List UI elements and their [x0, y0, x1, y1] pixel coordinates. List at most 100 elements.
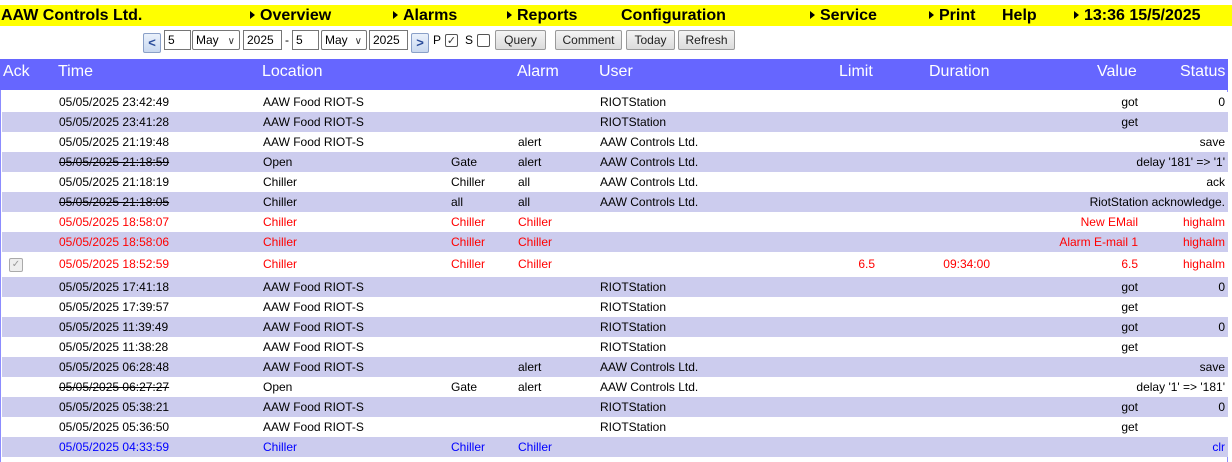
to-day-input[interactable]: 5 — [292, 30, 319, 50]
col-value[interactable]: Value — [1097, 63, 1137, 80]
arrow-right-icon — [929, 11, 934, 19]
table-row[interactable]: 05/05/2025 05:38:21 AAW Food RIOT-S RIOT… — [2, 397, 1228, 417]
cell-status: RiotStation acknowledge. — [1089, 195, 1225, 209]
cell-type: Chiller — [451, 215, 486, 229]
table-row[interactable]: 05/05/2025 17:41:18 AAW Food RIOT-S RIOT… — [2, 277, 1228, 297]
table-row[interactable]: 05/05/2025 11:38:28 AAW Food RIOT-S RIOT… — [2, 337, 1228, 357]
cell-value: 6.5 — [1121, 257, 1138, 271]
menu-overview-label: Overview — [260, 7, 332, 24]
table-row[interactable]: 05/05/2025 04:33:59 Chiller Chiller Chil… — [2, 437, 1228, 457]
table-row[interactable]: 05/05/2025 06:28:48 AAW Food RIOT-S aler… — [2, 357, 1228, 377]
p-checkbox[interactable]: ✓ — [445, 34, 458, 47]
to-month-select[interactable]: May ∨ — [321, 30, 367, 50]
next-day-button[interactable]: > — [411, 33, 429, 53]
cell-location: AAW Food RIOT-S — [263, 320, 364, 334]
cell-status: 0 — [1218, 320, 1225, 334]
cell-user: RIOTStation — [600, 400, 667, 414]
cell-location: AAW Food RIOT-S — [263, 95, 364, 109]
cell-status: clr — [1212, 440, 1225, 454]
cell-type: Chiller — [451, 235, 486, 249]
arrow-right-icon — [1074, 11, 1079, 19]
cell-alarm: alert — [518, 360, 542, 374]
col-status[interactable]: Status — [1180, 63, 1226, 80]
cell-location: Chiller — [263, 175, 298, 189]
prev-day-button[interactable]: < — [143, 33, 161, 53]
menu-alarms[interactable]: Alarms — [393, 5, 457, 26]
menu-configuration[interactable]: Configuration — [621, 7, 726, 24]
table-row[interactable]: 05/05/2025 18:58:07 Chiller Chiller Chil… — [2, 212, 1228, 232]
col-time[interactable]: Time — [58, 63, 93, 80]
comment-button[interactable]: Comment — [555, 30, 622, 50]
cell-location: AAW Food RIOT-S — [263, 360, 364, 374]
today-button[interactable]: Today — [626, 30, 675, 50]
cell-time: 05/05/2025 06:27:27 — [59, 380, 170, 394]
cell-time: 05/05/2025 04:33:59 — [59, 440, 170, 454]
menu-service-label: Service — [820, 7, 877, 24]
col-ack[interactable]: Ack — [3, 63, 30, 80]
cell-alarm: Chiller — [518, 215, 553, 229]
cell-location: Open — [263, 380, 293, 394]
cell-status: save — [1199, 360, 1225, 374]
menu-alarms-label: Alarms — [403, 7, 458, 24]
cell-user: RIOTStation — [600, 420, 667, 434]
refresh-button[interactable]: Refresh — [678, 30, 735, 50]
cell-duration: 09:34:00 — [943, 257, 990, 271]
cell-alarm: Chiller — [518, 257, 553, 271]
col-user[interactable]: User — [599, 63, 633, 80]
from-day-input[interactable]: 5 — [164, 30, 191, 50]
table-row[interactable]: 05/05/2025 18:58:06 Chiller Chiller Chil… — [2, 232, 1228, 252]
cell-location: AAW Food RIOT-S — [263, 400, 364, 414]
menu-print[interactable]: Print — [929, 5, 975, 26]
clock-display: 13:36 15/5/2025 — [1074, 5, 1201, 26]
cell-user: RIOTStation — [600, 300, 667, 314]
table-row[interactable]: 05/05/2025 23:42:49 AAW Food RIOT-S RIOT… — [2, 92, 1228, 112]
table-row[interactable]: 05/05/2025 21:18:59 Open Gate alert AAW … — [2, 152, 1228, 172]
table-row[interactable]: 05/05/2025 11:39:49 AAW Food RIOT-S RIOT… — [2, 317, 1228, 337]
alarm-log-header: Ack Time Location Alarm User Limit Durat… — [0, 59, 1228, 90]
cell-value: got — [1121, 320, 1138, 334]
table-row[interactable]: 05/05/2025 23:41:28 AAW Food RIOT-S RIOT… — [2, 112, 1228, 132]
from-month-select[interactable]: May ∨ — [192, 30, 240, 50]
from-year-input[interactable]: 2025 — [243, 30, 282, 50]
table-row[interactable]: 05/05/2025 05:36:50 AAW Food RIOT-S RIOT… — [2, 417, 1228, 437]
cell-status: highalm — [1182, 257, 1225, 271]
to-year-input[interactable]: 2025 — [369, 30, 408, 50]
cell-location: Chiller — [263, 195, 298, 209]
col-duration[interactable]: Duration — [929, 63, 990, 80]
cell-time: 05/05/2025 17:41:18 — [59, 280, 170, 294]
cell-type: Gate — [451, 155, 478, 169]
cell-status: 0 — [1218, 400, 1225, 414]
arrow-right-icon — [250, 11, 255, 19]
table-row[interactable]: 05/05/2025 21:18:19 Chiller Chiller all … — [2, 172, 1228, 192]
cell-user: RIOTStation — [600, 340, 667, 354]
from-month-value: May — [196, 33, 219, 47]
table-row[interactable]: 05/05/2025 21:18:05 Chiller all all AAW … — [2, 192, 1228, 212]
checkmark-icon: ✓ — [446, 35, 457, 47]
col-location[interactable]: Location — [262, 63, 323, 80]
menu-overview[interactable]: Overview — [250, 5, 331, 26]
cell-value: Alarm E-mail 1 — [1059, 235, 1138, 249]
s-checkbox[interactable] — [477, 34, 490, 47]
menu-reports[interactable]: Reports — [507, 5, 577, 26]
cell-type: Gate — [451, 380, 478, 394]
cell-location: AAW Food RIOT-S — [263, 115, 364, 129]
table-row[interactable]: 05/05/2025 06:27:27 Open Gate alert AAW … — [2, 377, 1228, 397]
col-alarm[interactable]: Alarm — [517, 63, 559, 80]
cell-location: Chiller — [263, 257, 298, 271]
cell-location: AAW Food RIOT-S — [263, 280, 364, 294]
menu-help[interactable]: Help — [1002, 7, 1037, 24]
query-button[interactable]: Query — [495, 30, 546, 50]
cell-value: got — [1121, 400, 1138, 414]
menu-service[interactable]: Service — [810, 5, 877, 26]
date-filter-toolbar: < 5 May ∨ 2025 - 5 May ∨ 2025 > P ✓ S Quer… — [0, 28, 1232, 54]
col-limit[interactable]: Limit — [839, 63, 873, 80]
cell-location: AAW Food RIOT-S — [263, 340, 364, 354]
to-month-value: May — [325, 33, 348, 47]
cell-alarm: alert — [518, 155, 542, 169]
ack-checkbox[interactable]: ✓ — [9, 258, 23, 272]
table-row[interactable]: 05/05/2025 17:39:57 AAW Food RIOT-S RIOT… — [2, 297, 1228, 317]
table-row[interactable]: 05/05/2025 18:52:59 Chiller Chiller Chil… — [2, 252, 1228, 277]
cell-time: 05/05/2025 18:58:07 — [59, 215, 170, 229]
cell-value: get — [1121, 420, 1138, 434]
table-row[interactable]: 05/05/2025 21:19:48 AAW Food RIOT-S aler… — [2, 132, 1228, 152]
